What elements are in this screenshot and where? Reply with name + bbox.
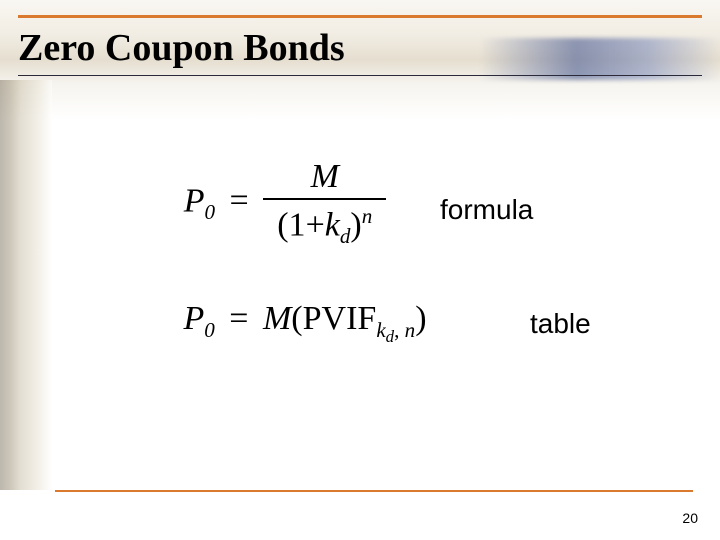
sub-0-2: 0 [204, 318, 215, 342]
coef-M: M [263, 300, 291, 337]
exp-n: n [362, 204, 373, 228]
pvif: PVIF [303, 300, 377, 337]
formula-pvif: P0 = M(PVIFkd, n) [140, 300, 470, 347]
page-number: 20 [682, 510, 698, 526]
sub-k2: k [376, 318, 385, 342]
var-k: k [325, 206, 340, 243]
den-close: ) [350, 206, 361, 243]
var-P2: P [183, 300, 204, 337]
top-rule [18, 15, 702, 18]
sub-comma: , [394, 318, 399, 342]
den-open: (1 [277, 206, 305, 243]
denominator: (1+kd)n [263, 198, 386, 249]
fraction: M (1+kd)n [263, 158, 386, 249]
sub-d: d [340, 224, 351, 248]
equals-2: = [223, 300, 254, 337]
header-accent [480, 38, 720, 80]
label-table: table [530, 308, 591, 340]
close-paren: ) [415, 300, 426, 337]
label-formula: formula [440, 194, 533, 226]
sub-kd-n: kd, n [376, 318, 415, 342]
sub-0: 0 [205, 200, 216, 224]
formula-fraction: P0 = M (1+kd)n [155, 158, 415, 249]
slide: Zero Coupon Bonds P0 = M (1+kd)n formula… [0, 0, 720, 540]
left-background-strip [0, 80, 52, 490]
numerator: M [263, 158, 386, 198]
equals: = [224, 182, 255, 219]
open-paren: ( [291, 300, 302, 337]
sub-n2: n [405, 318, 416, 342]
page-title: Zero Coupon Bonds [18, 26, 345, 70]
under-title-rule [18, 75, 702, 76]
bottom-rule [55, 490, 693, 492]
var-P: P [184, 182, 205, 219]
sub-d2: d [386, 327, 394, 346]
den-plus: + [306, 206, 325, 243]
